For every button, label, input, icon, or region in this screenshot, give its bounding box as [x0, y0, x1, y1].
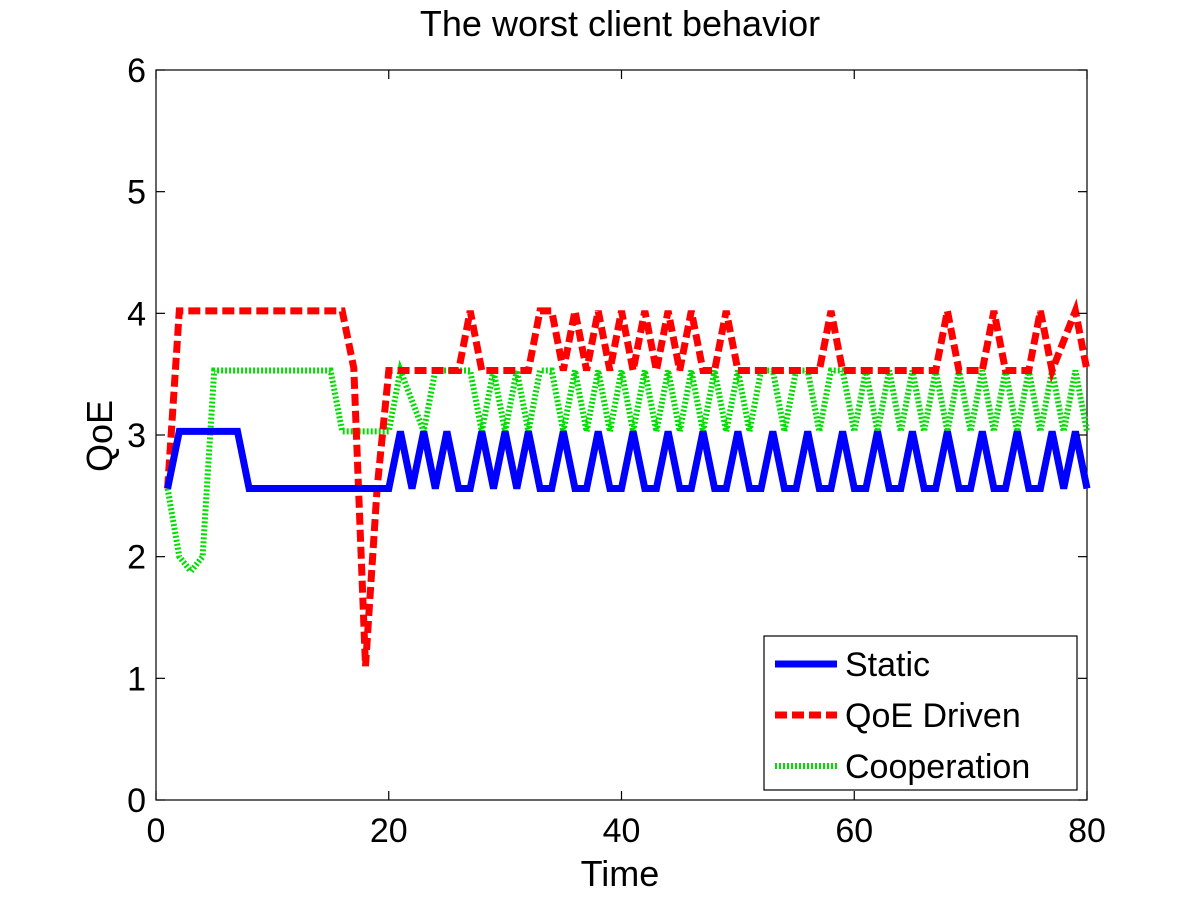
y-tick-label: 5	[127, 174, 146, 212]
y-tick-label: 3	[127, 417, 146, 455]
x-tick-label: 20	[370, 812, 408, 850]
y-tick-label: 1	[127, 660, 146, 698]
legend-label-qoe-driven: QoE Driven	[845, 697, 1021, 735]
legend-label-static: Static	[845, 646, 930, 684]
x-tick-label: 60	[835, 812, 873, 850]
x-tick-label: 0	[147, 812, 166, 850]
y-tick-label: 2	[127, 539, 146, 577]
series-layer	[164, 298, 1091, 667]
x-tick-label: 40	[603, 812, 641, 850]
x-axis-label: Time	[581, 853, 660, 894]
legend: Static QoE Driven Cooperation	[763, 635, 1078, 791]
y-axis-label: QoE	[79, 400, 120, 472]
series-line-static	[164, 427, 1091, 492]
chart-title: The worst client behavior	[420, 3, 820, 44]
y-tick-label: 4	[127, 295, 146, 333]
axis-ticks: 0 20 40 60 80 0 1 2 3 4 5 6	[127, 52, 1106, 850]
x-tick-label: 80	[1068, 812, 1106, 850]
series-line-qoe-driven	[164, 298, 1091, 667]
y-tick-label: 6	[127, 52, 146, 90]
legend-label-cooperation: Cooperation	[845, 748, 1030, 786]
y-tick-label: 0	[127, 782, 146, 820]
